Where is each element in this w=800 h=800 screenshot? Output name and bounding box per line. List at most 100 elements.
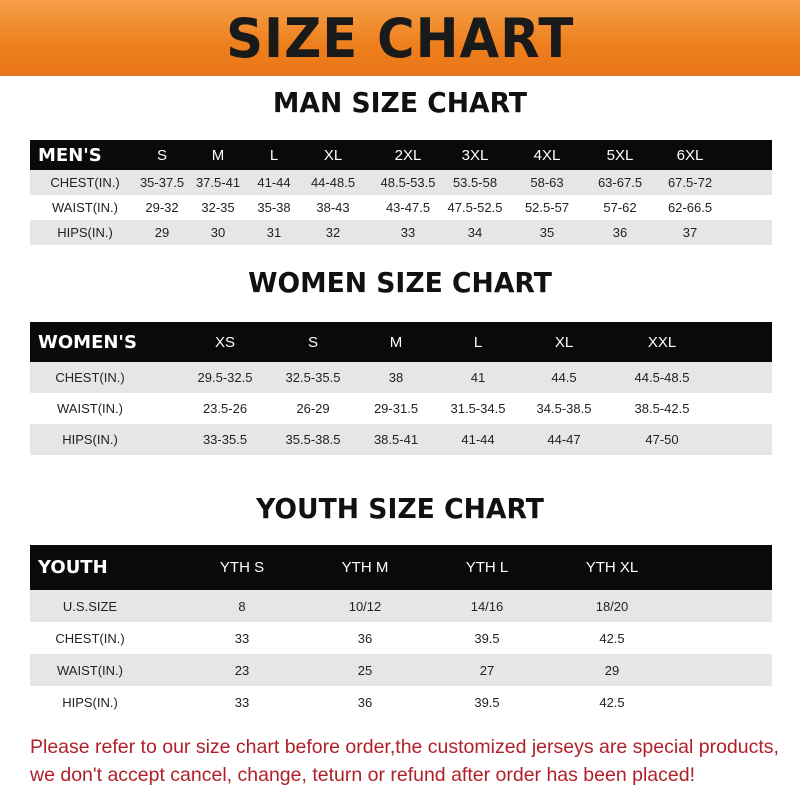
table-cell: 42.5: [599, 694, 625, 710]
table-cell: 47.5-52.5: [447, 200, 503, 215]
table-row: WAIST(IN.) 23 25 27 29: [30, 654, 772, 686]
table-cell: 27: [479, 662, 495, 678]
table-cell: 63-67.5: [597, 175, 643, 190]
size-header: S: [156, 146, 168, 164]
size-header: XL: [554, 333, 574, 351]
row-label: WAIST(IN.): [57, 662, 123, 678]
table-cell: 31.5-34.5: [450, 401, 506, 416]
row-label: CHEST(IN.): [50, 175, 120, 190]
table-cell: 44-48.5: [310, 175, 356, 190]
table-cell: 34.5-38.5: [536, 401, 592, 416]
size-header: 3XL: [461, 146, 489, 164]
table-cell: 32: [325, 225, 341, 240]
row-label: HIPS(IN.): [62, 694, 118, 710]
row-label: HIPS(IN.): [57, 225, 113, 240]
table-corner-label: YOUTH: [38, 557, 108, 578]
table-cell: 38.5-41: [373, 432, 419, 447]
size-header: YTH L: [465, 559, 509, 576]
banner-title: SIZE CHART: [225, 6, 575, 70]
table-cell: 34: [467, 225, 483, 240]
youth-header-row: YOUTH YTH S YTH M YTH L YTH XL: [30, 545, 772, 590]
table-cell: 44-47: [547, 432, 581, 447]
table-cell: 43-47.5: [385, 200, 431, 215]
size-header: M: [211, 146, 225, 164]
size-header: YTH XL: [585, 559, 639, 576]
table-cell: 25: [357, 662, 373, 678]
size-header: YTH S: [219, 559, 265, 576]
size-header: L: [473, 333, 483, 351]
table-cell: 32.5-35.5: [285, 370, 341, 385]
table-row: WAIST(IN.) 29-32 32-35 35-38 38-43 43-47.5 47.…: [30, 195, 772, 220]
table-cell: 33-35.5: [202, 432, 248, 447]
table-row: HIPS(IN.) 29 30 31 32 33 34 35 36 37: [30, 220, 772, 245]
table-row: U.S.SIZE 8 10/12 14/16 18/20: [30, 590, 772, 622]
table-cell: 33: [400, 225, 416, 240]
size-header: XS: [214, 333, 236, 351]
table-cell: 67.5-72: [667, 175, 713, 190]
table-cell: 36: [357, 694, 373, 710]
row-label: WAIST(IN.): [52, 200, 118, 215]
table-cell: 36: [357, 630, 373, 646]
table-row: CHEST(IN.) 35-37.5 37.5-41 41-44 44-48.5 48.5…: [30, 170, 772, 195]
size-header: S: [307, 333, 319, 351]
table-cell: 48.5-53.5: [380, 175, 436, 190]
table-cell: 32-35: [201, 200, 235, 215]
size-header: 2XL: [394, 146, 422, 164]
row-label: CHEST(IN.): [55, 630, 125, 646]
row-label: U.S.SIZE: [62, 598, 118, 614]
table-cell: 14/16: [470, 598, 504, 614]
table-row: CHEST(IN.) 29.5-32.5 32.5-35.5 38 41 44.5 44.5…: [30, 362, 772, 393]
table-cell: 42.5: [599, 630, 625, 646]
table-cell: 35: [539, 225, 555, 240]
table-cell: 30: [210, 225, 226, 240]
table-cell: 35-38: [257, 200, 291, 215]
size-header: 4XL: [533, 146, 561, 164]
table-cell: 62-66.5: [667, 200, 713, 215]
table-row: HIPS(IN.) 33-35.5 35.5-38.5 38.5-41 41-44 44-…: [30, 424, 772, 455]
table-cell: 29.5-32.5: [197, 370, 253, 385]
table-cell: 8: [238, 598, 246, 614]
table-cell: 36: [612, 225, 628, 240]
youth-chart-title: YOUTH SIZE CHART: [256, 492, 544, 525]
table-cell: 57-62: [603, 200, 637, 215]
table-corner-label: MEN'S: [38, 144, 102, 166]
men-chart-title: MAN SIZE CHART: [272, 86, 528, 119]
table-cell: 41-44: [257, 175, 291, 190]
table-cell: 37: [682, 225, 698, 240]
size-chart-banner: SIZE CHART: [0, 0, 800, 76]
table-cell: 33: [234, 630, 250, 646]
table-cell: 29-32: [145, 200, 179, 215]
table-cell: 38: [388, 370, 404, 385]
table-cell: 47-50: [645, 432, 679, 447]
table-cell: 10/12: [348, 598, 382, 614]
table-row: CHEST(IN.) 33 36 39.5 42.5: [30, 622, 772, 654]
row-label: HIPS(IN.): [62, 432, 118, 447]
size-header: 5XL: [606, 146, 634, 164]
table-cell: 37.5-41: [195, 175, 241, 190]
table-cell: 44.5-48.5: [634, 370, 690, 385]
men-header-row: MEN'S S M L XL 2XL 3XL 4XL 5XL 6XL: [30, 140, 772, 170]
table-cell: 33: [234, 694, 250, 710]
table-cell: 38.5-42.5: [634, 401, 690, 416]
table-cell: 29: [604, 662, 620, 678]
table-cell: 29: [154, 225, 170, 240]
table-corner-label: WOMEN'S: [38, 331, 137, 353]
size-header: 6XL: [676, 146, 704, 164]
table-cell: 18/20: [595, 598, 629, 614]
size-header: L: [269, 146, 279, 164]
size-header: XXL: [647, 333, 677, 351]
table-cell: 52.5-57: [524, 200, 570, 215]
table-cell: 44.5: [551, 370, 577, 385]
table-cell: 23: [234, 662, 250, 678]
table-cell: 41: [470, 370, 486, 385]
table-cell: 39.5: [474, 694, 500, 710]
table-cell: 39.5: [474, 630, 500, 646]
table-cell: 23.5-26: [202, 401, 248, 416]
table-cell: 29-31.5: [373, 401, 419, 416]
size-header: YTH M: [341, 559, 389, 576]
table-cell: 38-43: [316, 200, 350, 215]
table-cell: 41-44: [461, 432, 495, 447]
table-cell: 35-37.5: [139, 175, 185, 190]
table-cell: 58-63: [530, 175, 564, 190]
table-row: HIPS(IN.) 33 36 39.5 42.5: [30, 686, 772, 718]
